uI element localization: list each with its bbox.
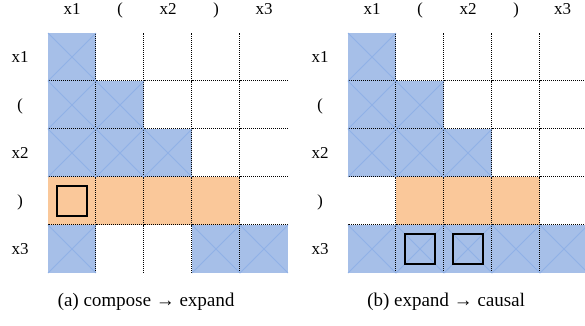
column-label: x2 — [459, 0, 477, 18]
diagonal-line — [143, 128, 193, 178]
grid-cell-white — [192, 129, 240, 177]
diagonal-line — [395, 224, 445, 274]
grid-cell-orange — [492, 177, 540, 225]
diagonal-line — [347, 224, 397, 274]
grid-cell-white — [540, 81, 585, 129]
grid-cell-white — [396, 33, 444, 81]
diagonal-line — [47, 32, 97, 82]
diagonal-line — [491, 224, 541, 274]
caption: (a) compose → expand — [57, 290, 235, 311]
diagonal-line — [95, 128, 145, 178]
grid-cell-orange — [144, 177, 192, 225]
grid-cell-white — [540, 177, 585, 225]
row-label: ( — [17, 95, 23, 114]
column-label: ( — [417, 0, 423, 18]
grid-cell-white — [144, 33, 192, 81]
grid-cell-white — [348, 177, 396, 225]
row-label: x1 — [311, 47, 329, 66]
row-label: x2 — [11, 143, 29, 162]
column-label: ( — [117, 0, 123, 18]
diagonal-line — [395, 80, 445, 130]
highlight-box — [404, 233, 436, 265]
highlight-box — [452, 233, 484, 265]
grid-cell-white — [444, 81, 492, 129]
highlight-box — [56, 185, 88, 217]
column-label: x1 — [63, 0, 81, 18]
diagonal-line — [443, 128, 493, 178]
diagonal-line — [47, 80, 97, 130]
attention-mask-grid — [347, 32, 585, 274]
grid-cell-white — [240, 81, 288, 129]
diagonal-pattern — [347, 32, 585, 274]
grid-cell-white — [96, 33, 144, 81]
grid-cell-white — [492, 81, 540, 129]
column-label: x3 — [255, 0, 273, 18]
row-label: ) — [317, 191, 323, 210]
diagonal-line — [95, 80, 145, 130]
grid-cell-white — [192, 81, 240, 129]
caption: (b) expand → causal — [367, 290, 525, 311]
grid-cell-orange — [192, 177, 240, 225]
column-label: x3 — [554, 0, 571, 18]
grid-cell-white — [444, 33, 492, 81]
grid-cell-white — [96, 225, 144, 273]
diagonal-line — [539, 227, 585, 274]
row-label: ) — [17, 191, 23, 210]
grid-cell-white — [192, 33, 240, 81]
column-label: x1 — [363, 0, 381, 18]
diagonal-line — [347, 32, 397, 82]
row-label: x3 — [311, 239, 329, 258]
grid-cell-white — [540, 33, 585, 81]
diagonal-line — [47, 224, 97, 274]
diagonal-line — [443, 224, 493, 274]
row-label: ( — [317, 95, 323, 114]
grid-cell-orange — [396, 177, 444, 225]
grid-cell-white — [240, 33, 288, 81]
diagonal-pattern — [47, 32, 289, 274]
grid-cell-white — [240, 177, 288, 225]
grid-cell-white — [144, 225, 192, 273]
diagonal-line — [239, 224, 289, 274]
grid-cell-white — [492, 33, 540, 81]
column-label: ) — [513, 0, 519, 18]
diagonal-line — [347, 80, 397, 130]
grid-cell-white — [540, 129, 585, 177]
row-label: x3 — [11, 239, 29, 258]
column-label: ) — [213, 0, 219, 18]
diagonal-line — [347, 128, 397, 178]
grid-cell-white — [240, 129, 288, 177]
row-label: x2 — [311, 143, 329, 162]
diagonal-line — [47, 128, 97, 178]
panel-a: x1 ( x2 ) x3 x1 ( x2 ) x3 (a) compose → … — [0, 0, 292, 326]
grid-cell-orange — [96, 177, 144, 225]
column-label: x2 — [159, 0, 177, 18]
panel-b: x1 ( x2 ) x3 x1 ( x2 ) x3 (b) expand → c… — [300, 0, 585, 326]
diagonal-line — [191, 224, 241, 274]
row-label: x1 — [11, 47, 29, 66]
grid-cell-white — [144, 81, 192, 129]
grid-cell-white — [492, 129, 540, 177]
diagonal-line — [395, 128, 445, 178]
grid-cell-orange — [444, 177, 492, 225]
attention-mask-grid — [47, 32, 289, 274]
